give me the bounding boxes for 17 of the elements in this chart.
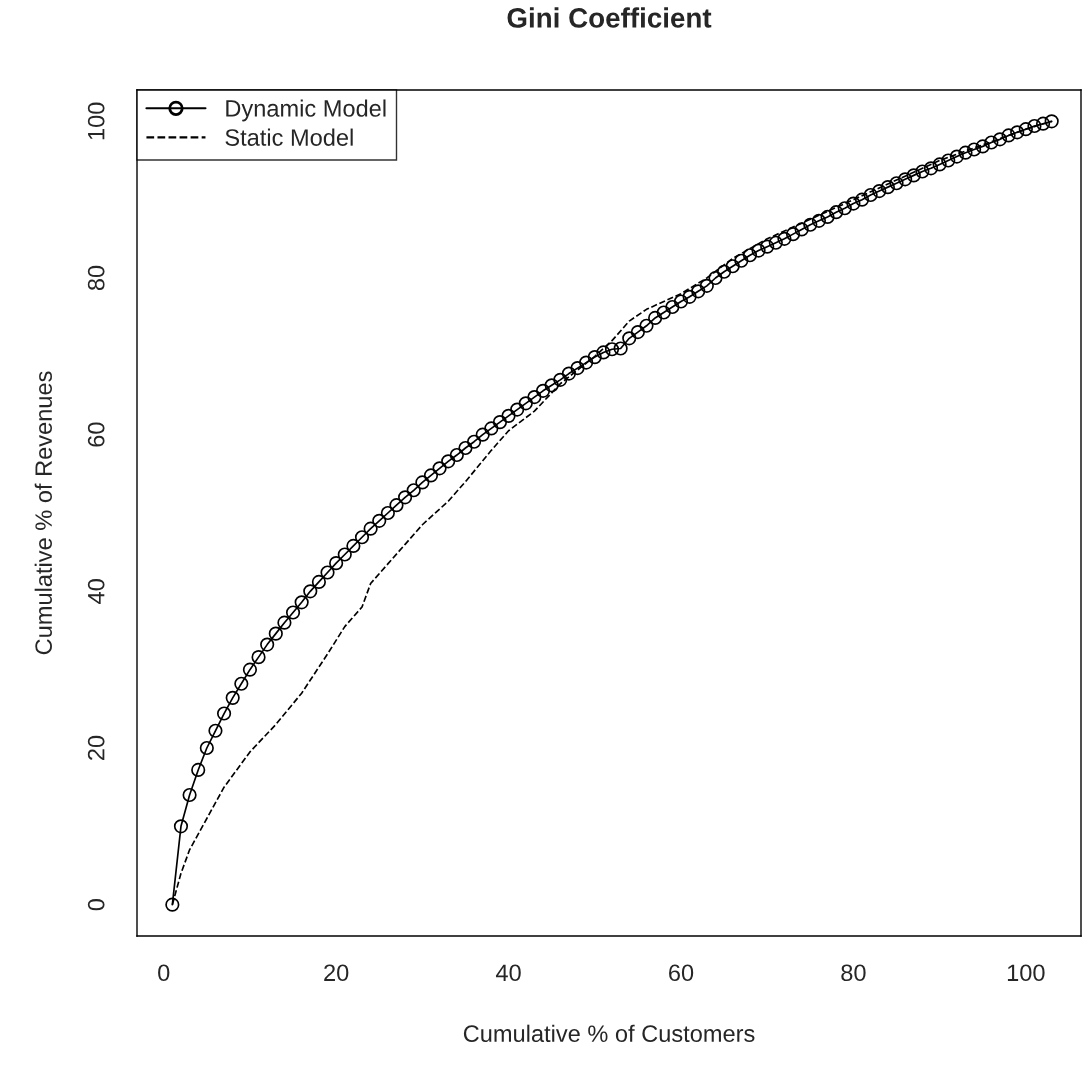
x-axis-title: Cumulative % of Customers: [463, 1024, 755, 1043]
y-axis-title: Cumulative % of Revenues: [34, 371, 52, 655]
x-tick-label: 0: [158, 964, 170, 982]
chart-title: Gini Coefficient: [507, 7, 712, 28]
y-tick-label: 60: [87, 422, 105, 447]
legend-label: Dynamic Model: [226, 99, 386, 122]
y-tick-label: 80: [87, 265, 105, 291]
x-tick-label: 20: [324, 964, 349, 982]
x-tick-label: 100: [1007, 964, 1045, 982]
x-tick-label: 60: [669, 964, 694, 982]
y-tick-label: 0: [87, 899, 105, 911]
x-tick-label: 40: [495, 964, 521, 982]
y-tick-label: 40: [87, 579, 105, 604]
legend-label: Static Model: [225, 128, 353, 146]
y-tick-label: 20: [87, 735, 105, 760]
x-tick-label: 80: [841, 964, 866, 982]
y-tick-label: 100: [87, 102, 105, 140]
